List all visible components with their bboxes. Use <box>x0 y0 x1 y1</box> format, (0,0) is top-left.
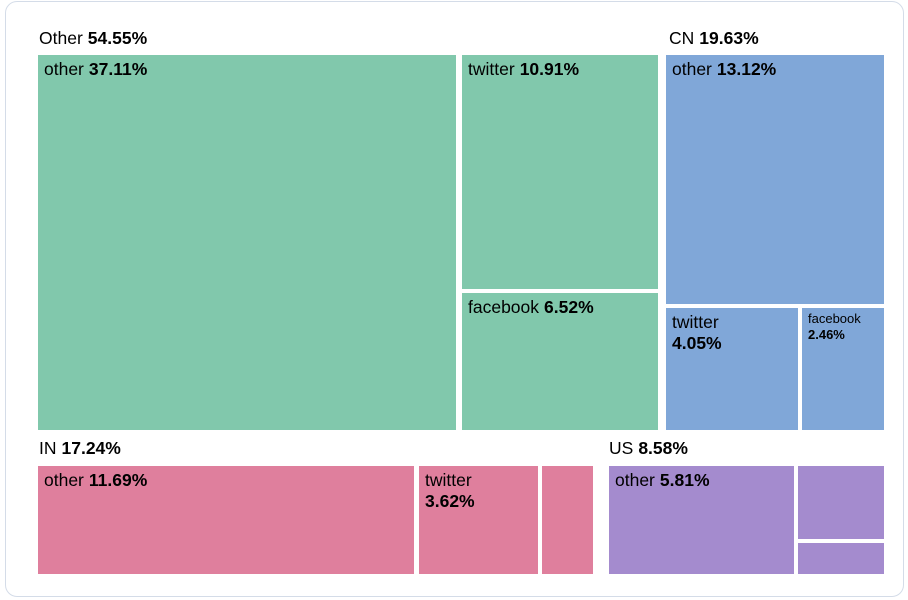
group-name: IN <box>39 438 57 458</box>
cell-label <box>798 466 884 470</box>
group-percent: 17.24% <box>61 438 121 458</box>
cell-us-other[interactable]: other 5.81% <box>609 466 794 574</box>
group-percent: 19.63% <box>699 28 759 48</box>
share-treemap: Other 54.55% other 37.11% twitter 10.91% fa… <box>6 2 903 596</box>
cell-label: twitter 10.91% <box>468 59 580 79</box>
cell-cn-other[interactable]: other 13.12% <box>666 55 884 304</box>
cell-label: other 5.81% <box>615 470 710 490</box>
cell-us-twitter[interactable] <box>798 466 884 539</box>
group-name: CN <box>669 28 695 48</box>
group-label-us: US 8.58% <box>609 438 688 458</box>
cell-cn-twitter[interactable]: twitter 4.05% <box>666 308 798 430</box>
group-percent: 54.55% <box>87 28 148 48</box>
cell-in-twitter[interactable]: twitter 3.62% <box>419 466 538 574</box>
cell-other-other[interactable]: other 37.11% <box>38 55 456 430</box>
group-label-other: Other 54.55% <box>39 28 148 48</box>
cell-label: twitter 4.05% <box>672 312 722 353</box>
cell-in-facebook[interactable] <box>542 466 593 574</box>
cell-label: facebook 2.46% <box>808 311 861 343</box>
group-name: US <box>609 438 634 458</box>
cell-in-other[interactable]: other 11.69% <box>38 466 414 574</box>
group-label-in: IN 17.24% <box>39 438 121 458</box>
cell-label: other 37.11% <box>44 59 148 79</box>
cell-label: other 11.69% <box>44 470 148 490</box>
cell-label <box>798 543 884 547</box>
cell-other-facebook[interactable]: facebook 6.52% <box>462 293 658 430</box>
cell-cn-facebook[interactable]: facebook 2.46% <box>802 308 884 430</box>
cell-label: other 13.12% <box>672 59 777 79</box>
cell-us-facebook[interactable] <box>798 543 884 574</box>
group-percent: 8.58% <box>638 438 688 458</box>
cell-label <box>542 466 593 470</box>
cell-label: facebook 6.52% <box>468 297 594 317</box>
cell-other-twitter[interactable]: twitter 10.91% <box>462 55 658 289</box>
group-name: Other <box>39 28 83 48</box>
cell-label: twitter 3.62% <box>425 470 475 511</box>
group-label-cn: CN 19.63% <box>669 28 759 48</box>
treemap-card: Other 54.55% other 37.11% twitter 10.91% fa… <box>5 1 904 597</box>
